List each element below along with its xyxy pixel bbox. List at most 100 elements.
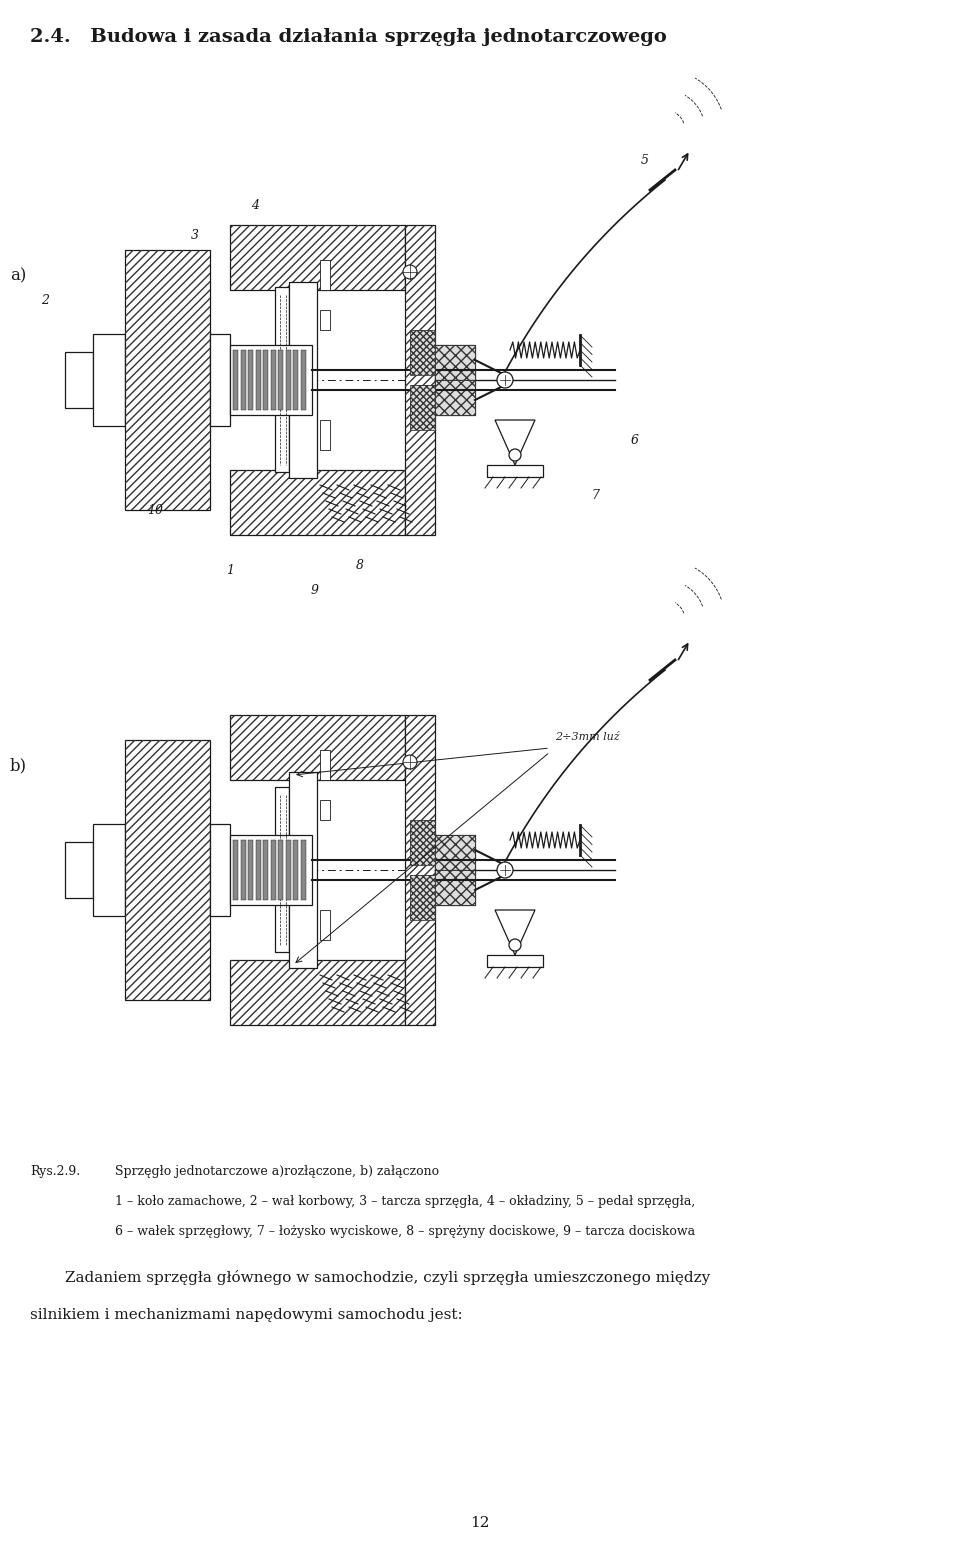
Bar	[410, 875, 435, 921]
Bar	[320, 420, 330, 449]
Text: 1: 1	[226, 563, 234, 577]
Bar	[230, 470, 405, 535]
Bar	[410, 330, 435, 375]
Bar	[289, 281, 317, 477]
Text: 8: 8	[356, 558, 364, 572]
Text: Rys.2.9.: Rys.2.9.	[30, 1165, 80, 1179]
Bar	[275, 787, 289, 952]
Text: 12: 12	[470, 1516, 490, 1530]
Circle shape	[497, 861, 513, 879]
Text: 2.4. Budowa i zasada działania sprzęgła jednotarczowego: 2.4. Budowa i zasada działania sprzęgła …	[30, 28, 667, 47]
Text: 4: 4	[251, 199, 259, 211]
Bar	[289, 771, 317, 969]
Bar	[435, 869, 475, 905]
Bar	[410, 386, 435, 431]
Text: 2÷3mm luź: 2÷3mm luź	[555, 732, 619, 742]
Bar	[405, 715, 435, 1025]
Bar	[230, 959, 405, 1025]
Bar	[230, 225, 405, 289]
Text: Zadaniem sprzęgła głównego w samochodzie, czyli sprzęgła umieszczonego między: Zadaniem sprzęgła głównego w samochodzie…	[65, 1270, 710, 1284]
Bar	[230, 959, 405, 1025]
Bar	[405, 225, 435, 535]
Bar	[255, 840, 260, 900]
Bar	[300, 840, 305, 900]
Bar	[435, 379, 475, 415]
Bar	[410, 819, 435, 865]
Bar	[285, 840, 291, 900]
Text: b): b)	[10, 757, 27, 774]
Bar	[293, 840, 298, 900]
Bar	[410, 875, 435, 921]
Circle shape	[509, 449, 521, 460]
Bar	[275, 288, 289, 473]
Bar	[230, 715, 405, 781]
Bar	[435, 835, 475, 869]
Text: 7: 7	[591, 488, 599, 502]
Bar	[241, 350, 246, 411]
Bar	[293, 350, 298, 411]
Bar	[65, 841, 93, 897]
Text: 6 – wałek sprzęgłowy, 7 – łożysko wyciskowe, 8 – sprężyny dociskowe, 9 – tarcza : 6 – wałek sprzęgłowy, 7 – łożysko wycisk…	[115, 1225, 695, 1238]
Bar	[435, 345, 475, 379]
Polygon shape	[495, 420, 535, 465]
Text: 10: 10	[147, 504, 163, 516]
Bar	[435, 379, 475, 415]
Bar	[230, 345, 312, 415]
Bar	[263, 840, 268, 900]
Bar	[487, 955, 543, 967]
Text: 6: 6	[631, 434, 639, 446]
Bar	[320, 910, 330, 941]
Text: a): a)	[10, 267, 26, 285]
Bar	[435, 345, 475, 379]
Bar	[320, 309, 330, 330]
Text: 3: 3	[191, 229, 199, 241]
Bar	[241, 840, 246, 900]
Bar	[435, 869, 475, 905]
Polygon shape	[495, 910, 535, 955]
Bar	[125, 250, 210, 510]
Bar	[65, 351, 93, 407]
Circle shape	[497, 372, 513, 389]
Bar	[285, 350, 291, 411]
Text: 1 – koło zamachowe, 2 – wał korbowy, 3 – tarcza sprzęgła, 4 – okładziny, 5 – ped: 1 – koło zamachowe, 2 – wał korbowy, 3 –…	[115, 1194, 695, 1208]
Bar	[255, 350, 260, 411]
Bar	[271, 350, 276, 411]
Text: 9: 9	[311, 583, 319, 597]
Bar	[125, 740, 210, 1000]
Bar	[125, 250, 210, 510]
Bar	[300, 350, 305, 411]
Bar	[320, 750, 330, 781]
Bar	[233, 840, 238, 900]
Bar	[210, 334, 230, 426]
Bar	[271, 840, 276, 900]
Text: Sprzęgło jednotarczowe a)rozłączone, b) załączono: Sprzęgło jednotarczowe a)rozłączone, b) …	[115, 1165, 439, 1179]
Bar	[435, 345, 475, 379]
Bar	[93, 334, 125, 426]
Text: silnikiem i mechanizmami napędowymi samochodu jest:: silnikiem i mechanizmami napędowymi samo…	[30, 1308, 463, 1322]
Bar	[263, 350, 268, 411]
Bar	[410, 330, 435, 375]
Bar	[125, 740, 210, 1000]
Bar	[320, 799, 330, 819]
Bar	[410, 386, 435, 431]
Bar	[435, 379, 475, 415]
Circle shape	[403, 756, 417, 770]
Bar	[278, 840, 283, 900]
Bar	[435, 835, 475, 869]
Bar	[93, 824, 125, 916]
Bar	[230, 225, 405, 289]
Text: 2: 2	[41, 294, 49, 306]
Circle shape	[403, 264, 417, 278]
Bar	[410, 819, 435, 865]
Bar	[278, 350, 283, 411]
Bar	[230, 835, 312, 905]
Bar	[487, 465, 543, 477]
Text: 5: 5	[641, 154, 649, 166]
Bar	[248, 350, 253, 411]
Bar	[405, 715, 435, 1025]
Bar	[435, 869, 475, 905]
Bar	[210, 824, 230, 916]
Bar	[405, 225, 435, 535]
Circle shape	[509, 939, 521, 952]
Bar	[320, 260, 330, 289]
